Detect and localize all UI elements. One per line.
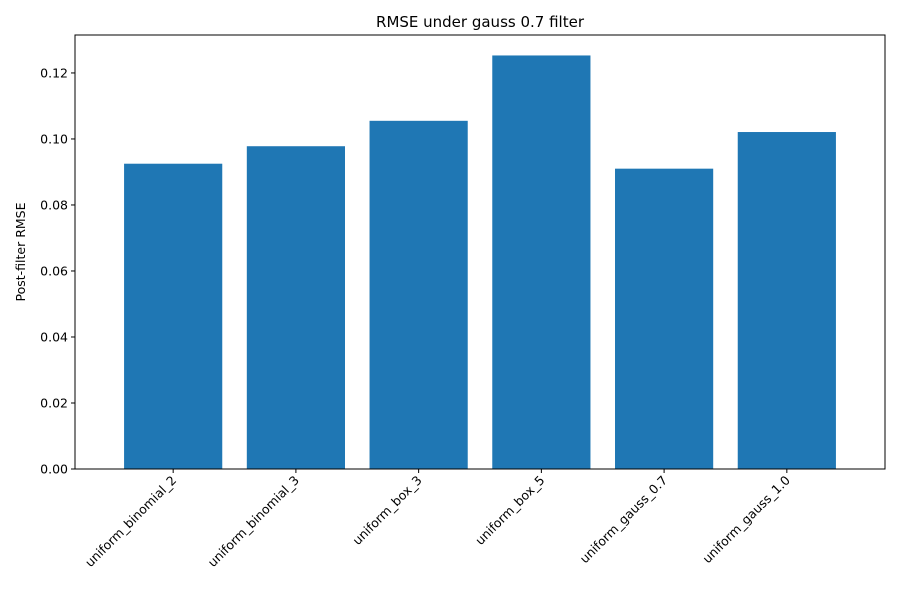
bar-uniform_gauss_0.7 xyxy=(615,168,714,470)
y-tick-label: 0.00 xyxy=(40,462,68,477)
x-tick-label: uniform_box_5 xyxy=(472,473,547,548)
y-tick-label: 0.02 xyxy=(40,395,68,410)
chart-title: RMSE under gauss 0.7 filter xyxy=(376,13,585,31)
y-tick-label: 0.12 xyxy=(40,65,68,80)
y-tick-label: 0.04 xyxy=(40,329,68,344)
x-axis-ticks: uniform_binomial_2 uniform_binomial_3 unif… xyxy=(82,469,793,570)
x-tick-label: uniform_binomial_3 xyxy=(205,473,302,570)
y-axis-ticks: 0.00 0.02 0.04 0.06 0.08 0.10 0.12 xyxy=(40,65,75,477)
y-axis-label: Post-filter RMSE xyxy=(13,202,28,301)
y-tick-label: 0.08 xyxy=(40,197,68,212)
x-tick-label: uniform_box_3 xyxy=(349,473,424,548)
bar-uniform_binomial_2 xyxy=(124,163,223,469)
bar-uniform_gauss_1.0 xyxy=(737,132,836,469)
y-tick-label: 0.06 xyxy=(40,263,68,278)
bar-uniform_box_3 xyxy=(369,120,468,469)
bar-uniform_binomial_3 xyxy=(246,146,345,469)
bars-group xyxy=(124,55,836,470)
plot-frame xyxy=(74,34,886,470)
x-tick-label: uniform_gauss_1.0 xyxy=(699,472,793,566)
y-tick-label: 0.10 xyxy=(40,131,68,146)
bar-uniform_box_5 xyxy=(492,55,591,470)
x-tick-label: uniform_binomial_2 xyxy=(82,473,179,570)
x-tick-label: uniform_gauss_0.7 xyxy=(577,473,671,567)
